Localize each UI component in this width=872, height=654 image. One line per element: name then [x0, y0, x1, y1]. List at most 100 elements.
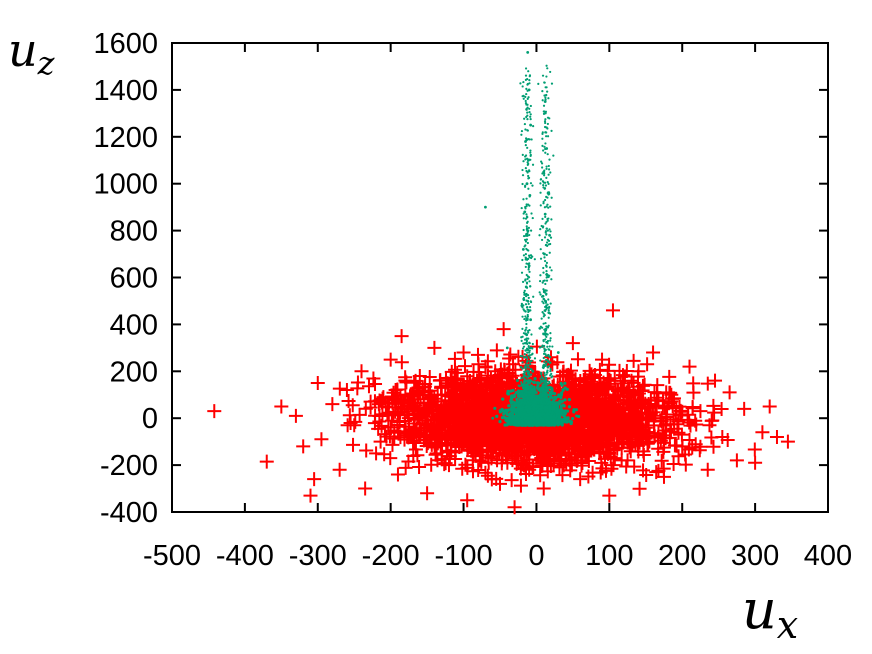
- cloud-point: [485, 374, 500, 389]
- jet-point: [524, 95, 527, 98]
- jet-point: [539, 398, 543, 402]
- jet-point: [561, 388, 565, 392]
- cloud-point: [662, 369, 677, 384]
- cloud-point: [585, 369, 600, 384]
- cloud-point: [375, 407, 390, 422]
- jet-point: [547, 182, 550, 185]
- jet-point: [530, 384, 533, 387]
- cloud-point: [507, 433, 522, 448]
- data-point: [420, 486, 435, 501]
- jet-point: [511, 416, 515, 420]
- cloud-point: [508, 373, 523, 388]
- jet-point: [516, 414, 520, 418]
- cloud-point: [478, 465, 493, 480]
- jet-point: [524, 258, 527, 261]
- data-point: [207, 404, 222, 419]
- cloud-point: [390, 406, 405, 421]
- cloud-point: [602, 372, 617, 387]
- jet-point: [552, 154, 555, 157]
- cloud-point: [625, 437, 640, 452]
- jet-point: [514, 391, 518, 395]
- jet-point: [543, 408, 547, 412]
- jet-point: [544, 118, 547, 121]
- cloud-point: [581, 469, 596, 484]
- jet-point: [559, 393, 564, 397]
- jet-point: [544, 184, 548, 187]
- jet-point: [543, 236, 547, 239]
- cloud-point: [666, 457, 681, 472]
- cloud-point: [526, 435, 541, 450]
- cloud-point: [497, 425, 512, 440]
- jet-point: [506, 391, 510, 395]
- jet-point: [544, 112, 547, 115]
- cloud-point: [387, 391, 402, 406]
- jet-point: [544, 332, 547, 335]
- jet-point: [551, 405, 555, 409]
- cloud-point: [678, 447, 693, 462]
- jet-point: [536, 409, 540, 413]
- jet-point: [532, 420, 537, 425]
- cloud-point: [614, 428, 629, 443]
- cloud-point: [481, 455, 496, 470]
- cloud-point: [602, 357, 617, 372]
- jet-point: [526, 118, 529, 121]
- jet-point: [518, 413, 523, 417]
- cloud-point: [507, 449, 522, 464]
- cloud-point: [471, 420, 486, 435]
- cloud-point: [407, 435, 422, 450]
- jet-point: [526, 77, 529, 81]
- jet-point: [549, 171, 552, 174]
- cloud-point: [569, 453, 584, 468]
- data-point: [394, 329, 409, 344]
- jet-point: [549, 230, 552, 233]
- jet-point: [521, 168, 524, 172]
- jet-point: [532, 404, 536, 409]
- jet-point: [517, 394, 521, 398]
- jet-point: [538, 388, 542, 392]
- cloud-point: [457, 359, 472, 374]
- jet-point: [536, 422, 541, 426]
- jet-point: [520, 129, 524, 133]
- cloud-point: [474, 382, 489, 397]
- cloud-point: [495, 427, 510, 442]
- cloud-point: [533, 468, 548, 483]
- cloud-point: [368, 376, 383, 391]
- jet-point: [549, 396, 552, 399]
- jet-point: [526, 416, 531, 420]
- cloud-point: [575, 436, 590, 451]
- jet-point: [539, 257, 543, 260]
- jet-point: [543, 279, 546, 282]
- jet-point: [505, 419, 509, 423]
- jet-point: [520, 271, 524, 274]
- cloud-point: [397, 414, 412, 429]
- jet-point: [500, 415, 505, 420]
- cloud-point: [578, 449, 593, 464]
- data-point: [762, 399, 777, 414]
- cloud-point: [704, 413, 719, 428]
- jet-point: [541, 300, 544, 303]
- jet-point: [531, 347, 534, 350]
- jet-point: [529, 362, 532, 366]
- jet-point: [565, 409, 570, 413]
- cloud-point: [410, 448, 425, 463]
- jet-point: [550, 82, 554, 85]
- cloud-point: [587, 376, 602, 391]
- cloud-point: [636, 463, 651, 478]
- cloud-point: [383, 451, 398, 466]
- jet-point: [525, 413, 530, 417]
- jet-point: [524, 144, 527, 147]
- jet-point: [522, 160, 525, 163]
- jet-point: [552, 398, 556, 402]
- data-point: [456, 345, 471, 360]
- jet-point: [506, 409, 510, 413]
- jet-point: [522, 228, 525, 232]
- jet-point: [533, 258, 536, 261]
- data-point: [376, 390, 391, 405]
- cloud-point: [447, 351, 462, 366]
- jet-point: [546, 415, 550, 419]
- jet-point: [527, 174, 530, 178]
- jet-point: [529, 420, 533, 424]
- jet-point: [542, 339, 545, 342]
- jet-point: [524, 423, 528, 427]
- cloud-point: [640, 357, 655, 372]
